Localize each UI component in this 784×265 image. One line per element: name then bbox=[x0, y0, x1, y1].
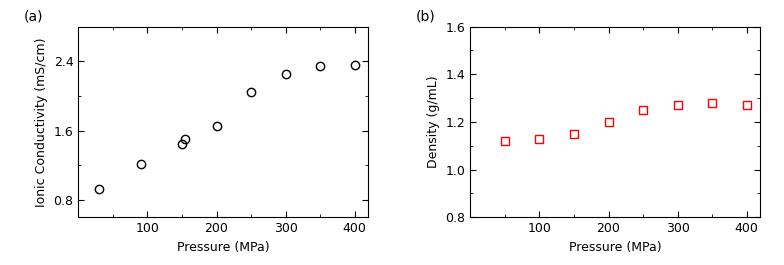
Y-axis label: Density (g/mL): Density (g/mL) bbox=[427, 76, 440, 168]
X-axis label: Pressure (MPa): Pressure (MPa) bbox=[177, 241, 270, 254]
Text: (a): (a) bbox=[24, 10, 43, 24]
X-axis label: Pressure (MPa): Pressure (MPa) bbox=[569, 241, 662, 254]
Y-axis label: Ionic Conductivity (mS/cm): Ionic Conductivity (mS/cm) bbox=[35, 37, 48, 207]
Text: (b): (b) bbox=[416, 10, 435, 24]
